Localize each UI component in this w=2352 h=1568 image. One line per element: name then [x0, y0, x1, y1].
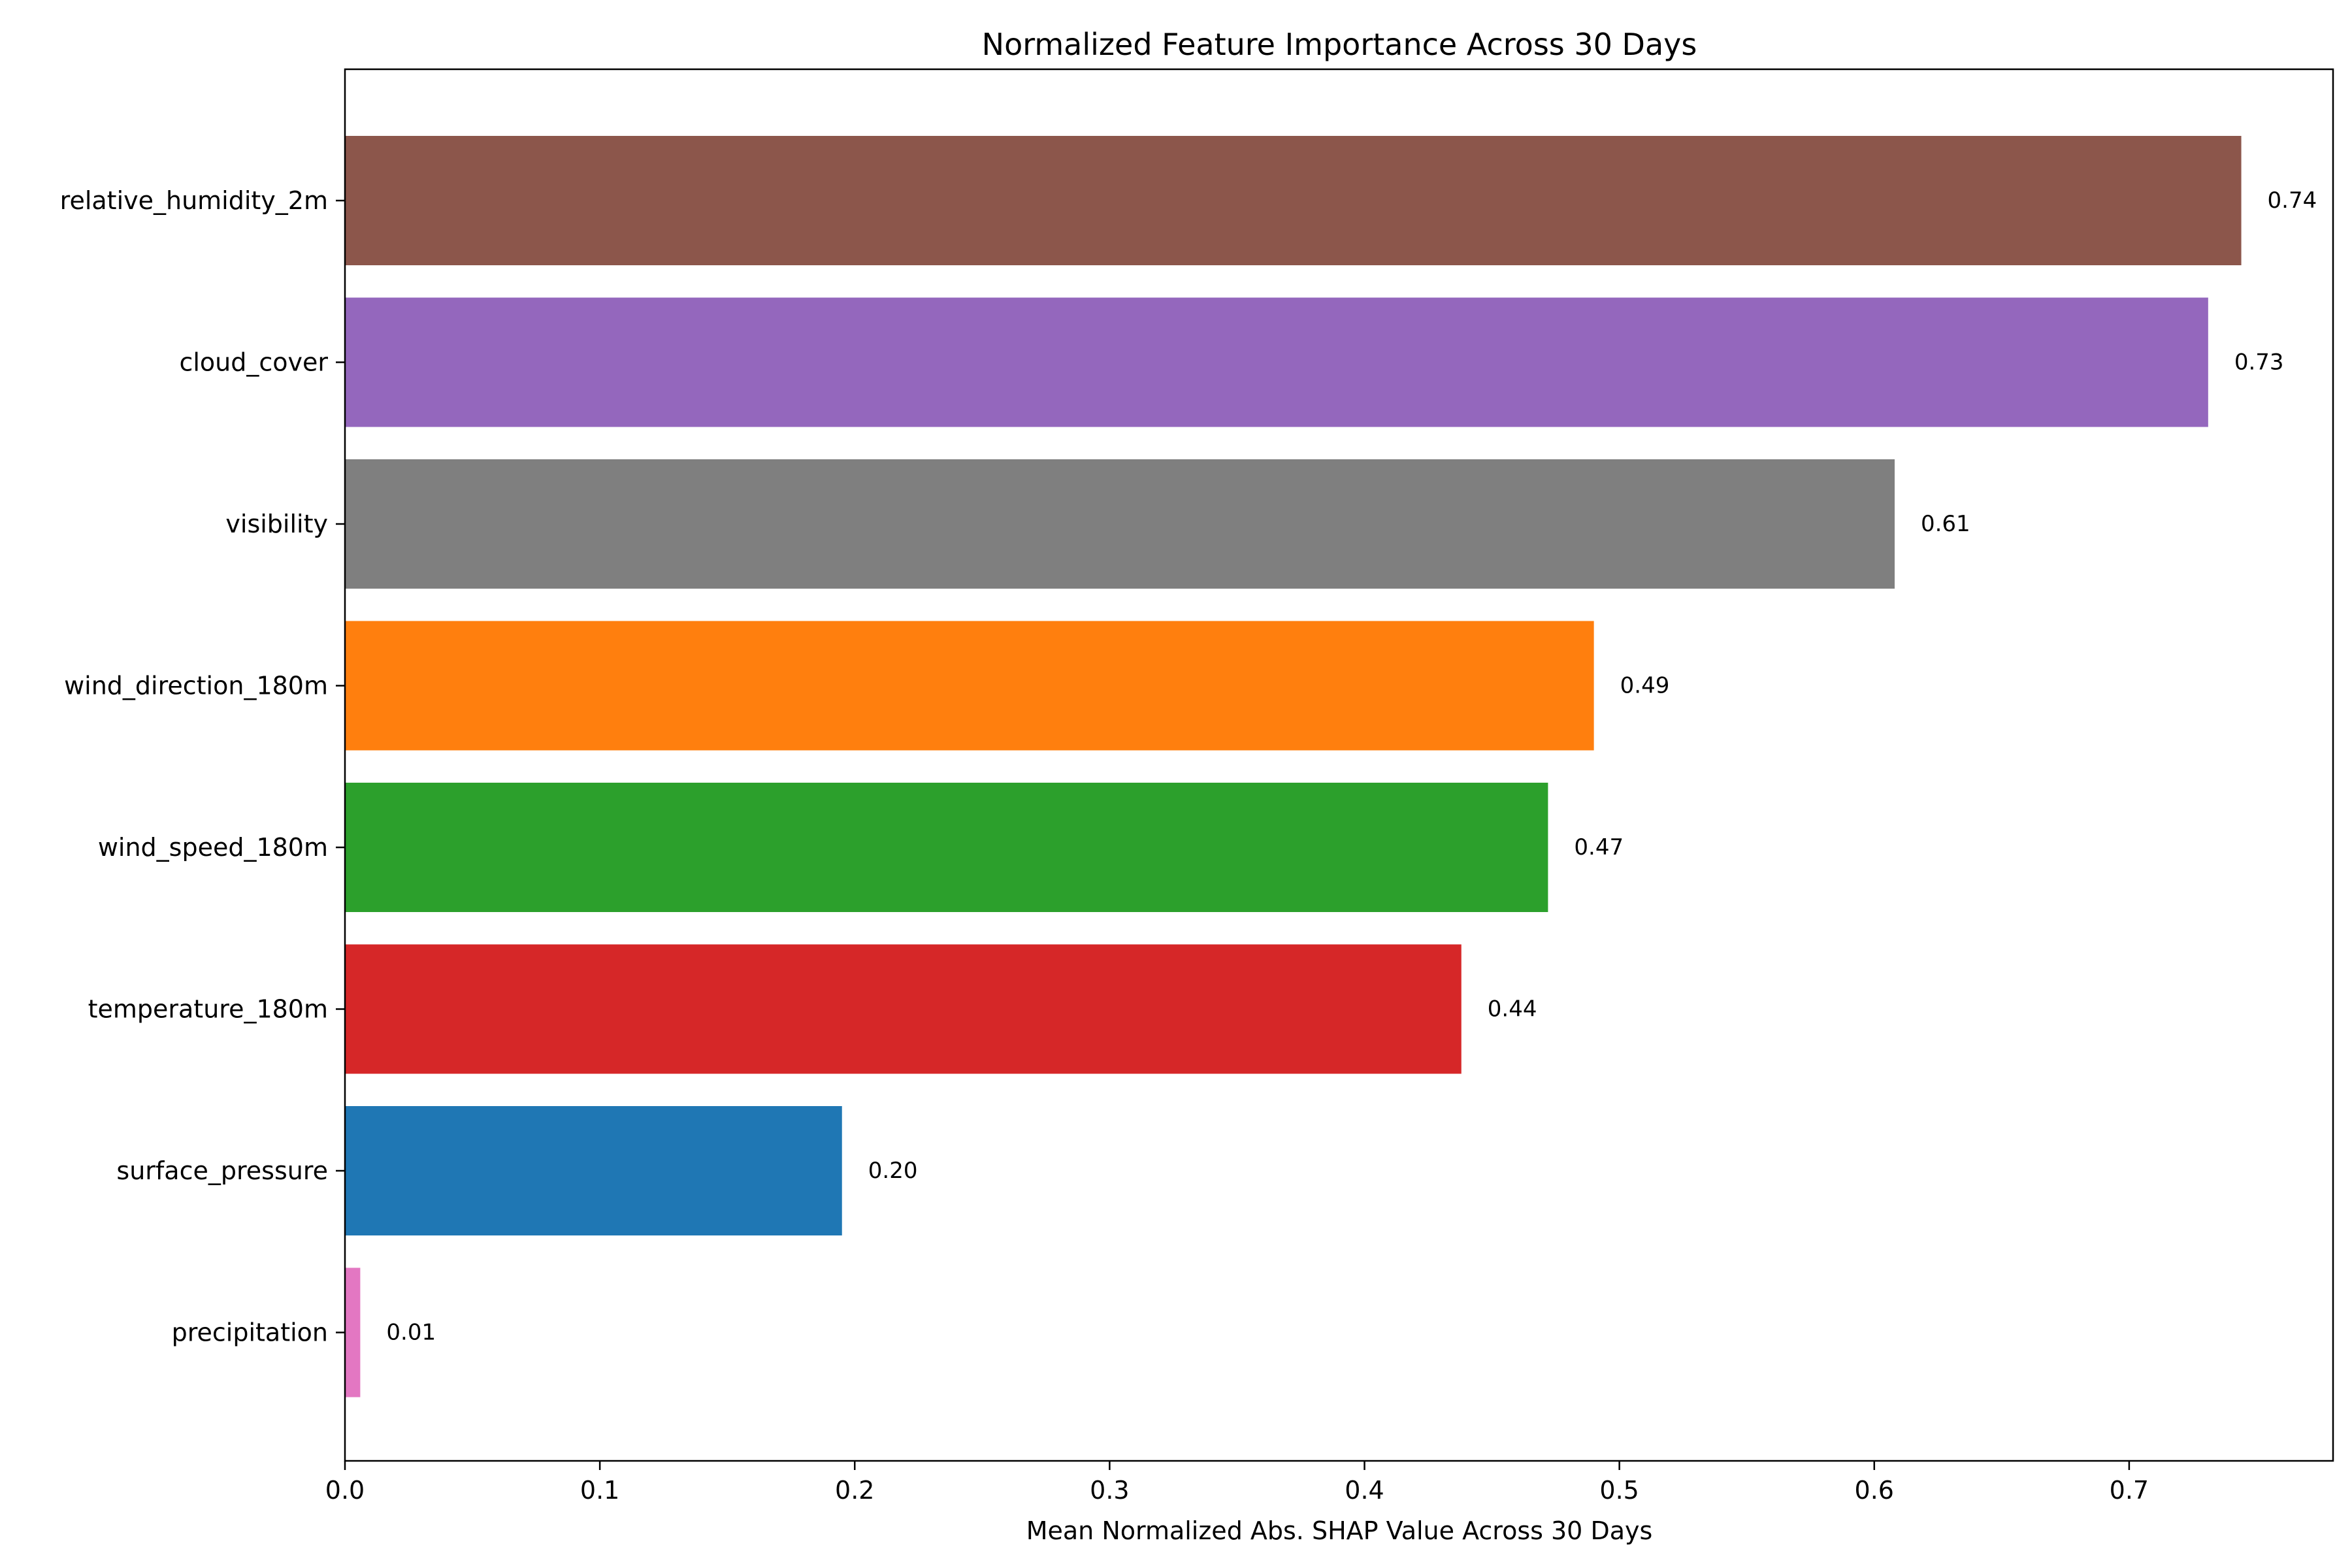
value-label: 0.49 [1620, 673, 1670, 699]
x-tick-label: 0.0 [325, 1476, 365, 1505]
bar-wind-direction-180m [345, 621, 1594, 751]
y-tick-label: wind_speed_180m [98, 833, 328, 862]
x-tick-label: 0.6 [1855, 1476, 1894, 1505]
y-tick-label: precipitation [172, 1318, 328, 1347]
x-tick-label: 0.2 [835, 1476, 874, 1505]
value-label: 0.47 [1574, 834, 1624, 860]
plot-frame [344, 68, 2334, 1462]
y-tick-label: relative_humidity_2m [60, 186, 328, 215]
bar-relative-humidity-2m [345, 136, 2242, 265]
y-tick-label: visibility [225, 510, 328, 538]
y-tick-label: temperature_180m [88, 995, 328, 1024]
bar-precipitation [345, 1267, 361, 1397]
value-label: 0.44 [1488, 996, 1537, 1022]
x-tick-label: 0.5 [1599, 1476, 1639, 1505]
x-tick-label: 0.3 [1090, 1476, 1129, 1505]
value-label: 0.20 [868, 1158, 918, 1184]
value-label: 0.73 [2234, 350, 2284, 376]
chart-title: Normalized Feature Importance Across 30 … [982, 27, 1697, 62]
value-label: 0.61 [1921, 511, 1970, 537]
y-tick-label: wind_direction_180m [64, 672, 328, 700]
x-axis-label: Mean Normalized Abs. SHAP Value Across 3… [1026, 1516, 1653, 1545]
bar-surface-pressure [345, 1106, 842, 1235]
plot-area: relative_humidity_2m 0.74 cloud_cover 0.73 v… [60, 136, 2317, 1505]
bar-visibility [345, 459, 1895, 589]
x-tick-label: 0.7 [2110, 1476, 2149, 1505]
x-tick-label: 0.4 [1345, 1476, 1384, 1505]
bar-cloud-cover [345, 297, 2208, 427]
value-label: 0.74 [2268, 188, 2317, 214]
y-tick-label: cloud_cover [179, 348, 328, 377]
value-label: 0.01 [386, 1320, 436, 1346]
bar-temperature-180m [345, 944, 1462, 1074]
x-tick-label: 0.1 [580, 1476, 619, 1505]
bar-wind-speed-180m [345, 783, 1548, 912]
y-tick-label: surface_pressure [116, 1156, 328, 1185]
